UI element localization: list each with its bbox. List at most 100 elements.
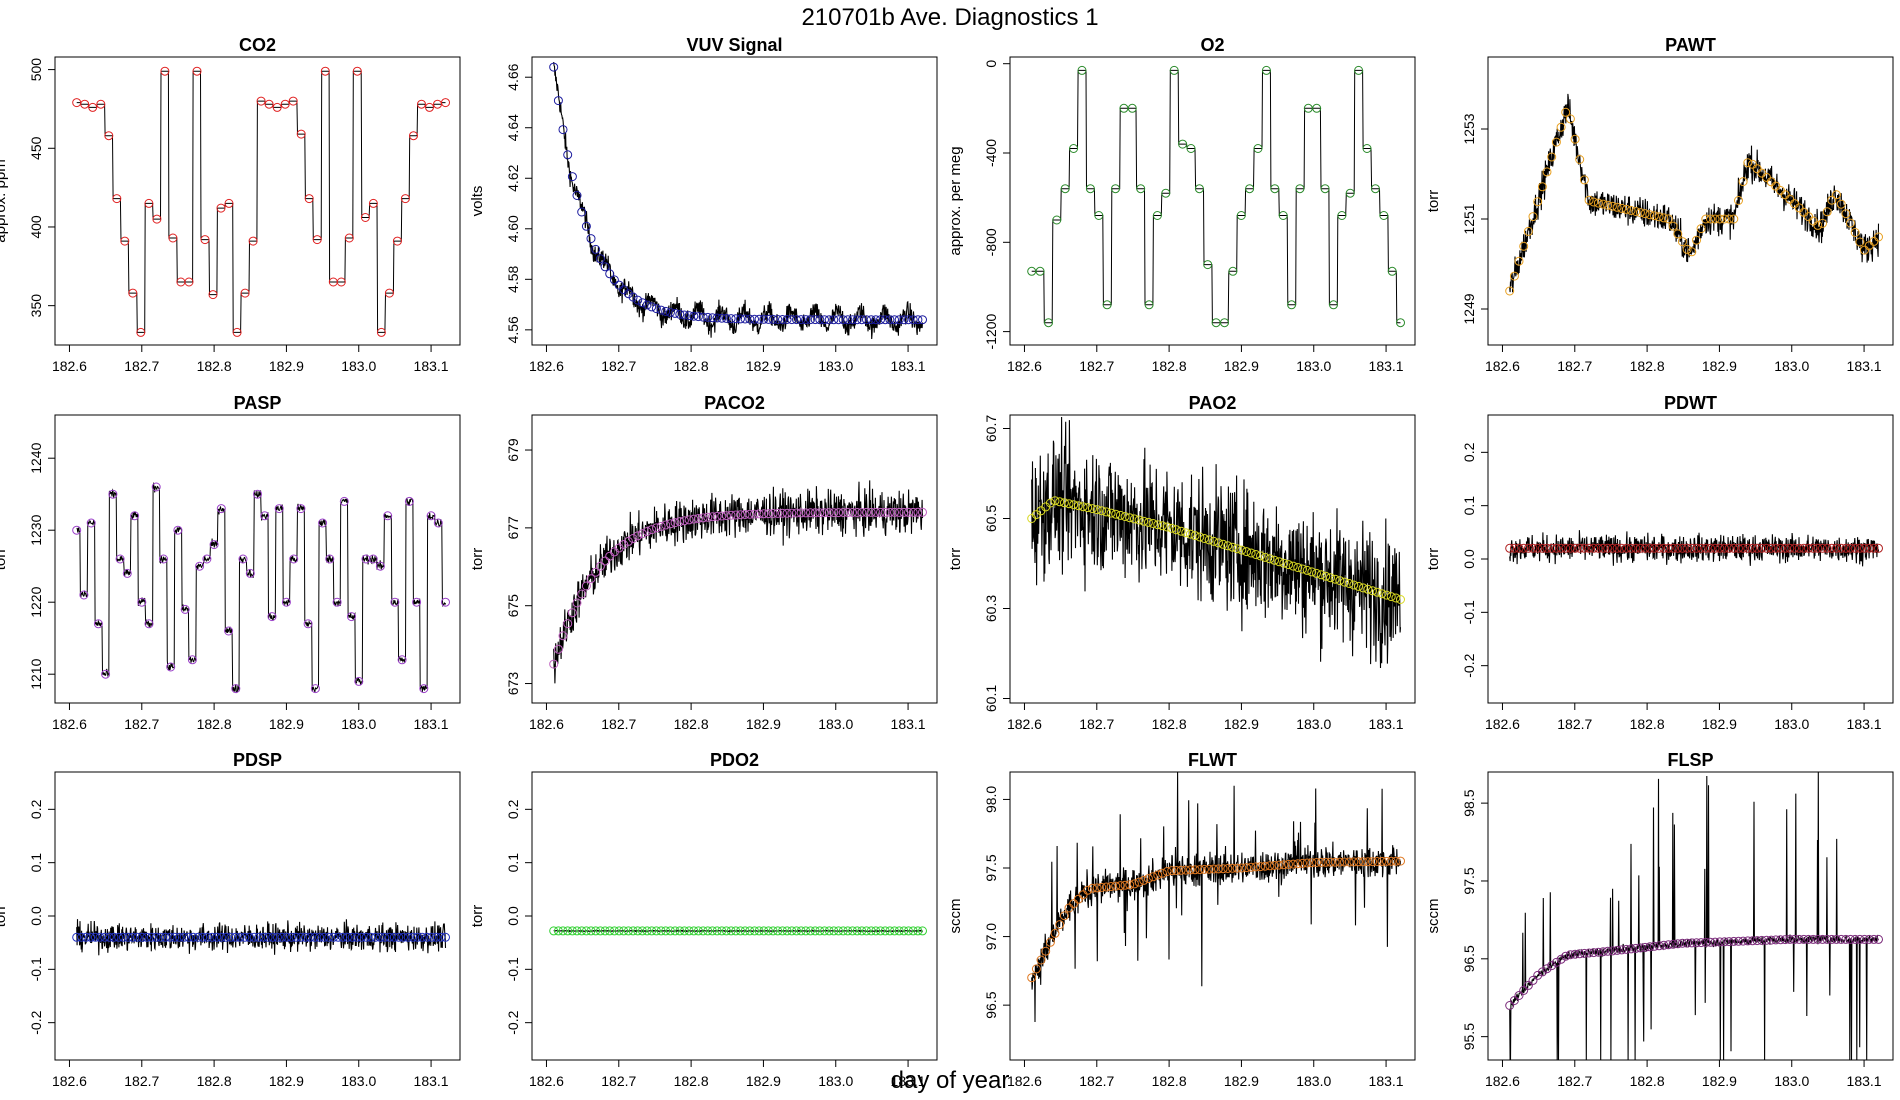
x-tick-label: 182.8: [1630, 716, 1665, 732]
average-marker: [1055, 920, 1065, 930]
data-trace: [1509, 772, 1879, 1061]
average-marker: [93, 619, 103, 629]
average-marker: [216, 504, 226, 514]
average-marker: [665, 926, 675, 936]
average-marker: [810, 926, 820, 936]
average-marker: [1101, 507, 1111, 517]
average-marker: [1790, 543, 1799, 553]
average-marker: [1673, 939, 1683, 949]
average-marker: [1738, 177, 1748, 187]
x-tick-label: 183.1: [1369, 1073, 1404, 1089]
x-tick-label: 182.7: [124, 358, 159, 374]
average-marker: [1734, 543, 1743, 553]
average-marker: [1335, 857, 1345, 867]
x-tick-label: 183.1: [414, 716, 449, 732]
y-tick-label: 0.0: [505, 906, 521, 926]
average-marker: [1167, 523, 1177, 533]
average-marker: [824, 508, 834, 518]
average-marker: [1391, 593, 1401, 603]
average-marker: [1635, 943, 1645, 953]
average-marker: [272, 102, 282, 112]
average-marker: [553, 926, 563, 936]
average-marker: [282, 932, 292, 942]
average-marker: [768, 509, 778, 518]
average-marker: [614, 280, 624, 290]
average-marker: [1762, 543, 1771, 553]
y-tick-label: 675: [505, 594, 521, 618]
x-tick-label: 182.9: [269, 716, 304, 732]
average-marker: [862, 507, 871, 517]
average-marker: [792, 315, 801, 325]
x-tick-label: 182.8: [197, 358, 232, 374]
average-marker: [409, 131, 418, 141]
average-marker: [170, 932, 180, 942]
average-marker: [740, 926, 750, 936]
average-marker: [563, 150, 573, 160]
average-marker: [1199, 864, 1209, 874]
average-marker: [656, 926, 666, 936]
average-marker: [1134, 877, 1144, 887]
average-marker: [88, 102, 98, 112]
average-marker: [137, 597, 147, 607]
average-marker: [1181, 865, 1191, 875]
average-marker: [390, 597, 400, 607]
average-marker: [894, 507, 904, 517]
average-marker: [750, 926, 759, 936]
average-marker: [245, 568, 255, 578]
average-marker: [1316, 570, 1326, 580]
y-tick-label: 0.1: [1461, 496, 1477, 516]
average-marker: [1111, 881, 1121, 891]
average-marker: [1822, 934, 1832, 944]
average-marker: [1195, 865, 1205, 875]
average-marker: [1738, 936, 1748, 946]
average-marker: [1692, 235, 1701, 245]
average-marker: [670, 926, 680, 936]
y-tick-label: -400: [983, 139, 999, 167]
average-marker: [1696, 224, 1706, 234]
x-tick-label: 182.9: [269, 358, 304, 374]
average-marker: [563, 619, 573, 629]
average-marker: [1659, 543, 1669, 553]
average-marker: [160, 932, 170, 942]
average-marker: [1326, 573, 1335, 583]
panel-paco2: PACO2 torr 182.6 182.7 182.8 182.9 183.0 183.1 6…: [469, 393, 938, 732]
average-marker: [80, 99, 90, 109]
average-marker: [731, 510, 741, 520]
average-marker: [689, 514, 699, 524]
average-marker: [745, 509, 755, 519]
average-marker: [417, 99, 426, 109]
average-marker: [600, 262, 610, 272]
average-marker: [115, 554, 125, 564]
average-marker: [1337, 211, 1347, 220]
average-marker: [425, 102, 434, 112]
average-marker: [291, 932, 301, 942]
average-marker: [815, 315, 825, 325]
average-marker: [1771, 543, 1781, 553]
average-marker: [899, 315, 909, 325]
average-marker: [1344, 857, 1354, 867]
average-marker: [1813, 220, 1823, 230]
average-marker: [1687, 543, 1697, 553]
average-marker: [1827, 934, 1837, 944]
average-marker: [277, 932, 287, 942]
average-marker: [623, 926, 633, 936]
y-tick-label: 1210: [28, 658, 44, 689]
average-marker: [1045, 498, 1055, 508]
average-marker: [693, 312, 703, 322]
average-marker: [913, 507, 923, 517]
average-marker: [1682, 543, 1692, 553]
average-marker: [628, 534, 638, 543]
average-marker: [1776, 543, 1785, 553]
average-marker: [1528, 212, 1538, 222]
average-marker: [1523, 543, 1533, 553]
average-marker: [315, 932, 324, 942]
average-marker: [312, 235, 322, 245]
average-marker: [1542, 167, 1552, 177]
average-marker: [1701, 214, 1711, 224]
average-marker: [1509, 996, 1519, 1005]
average-marker: [310, 684, 320, 694]
average-marker: [796, 926, 806, 936]
plot-frame: [531, 56, 938, 346]
average-marker: [1329, 300, 1338, 310]
x-tick-label: 183.0: [1774, 716, 1809, 732]
